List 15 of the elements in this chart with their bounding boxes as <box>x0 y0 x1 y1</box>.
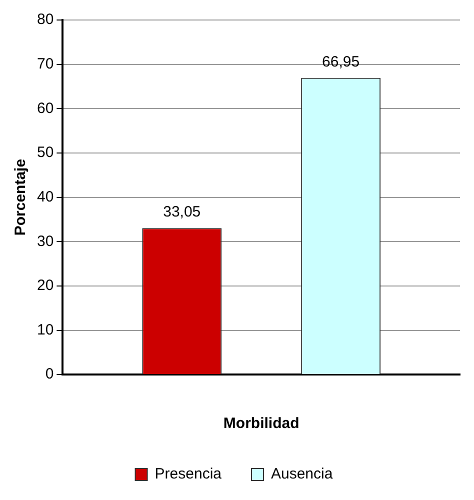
y-tick-label: 80 <box>36 11 54 28</box>
y-tick-label: 40 <box>36 188 54 206</box>
y-tick-label: 70 <box>36 55 54 72</box>
y-tick-label: 30 <box>36 232 54 250</box>
y-tick-label: 50 <box>36 144 54 162</box>
data-label: 33,05 <box>163 204 201 221</box>
y-tick-label: 60 <box>36 100 54 117</box>
y-axis-title: Porcentaje <box>12 158 30 236</box>
y-tick-label: 20 <box>36 277 54 294</box>
legend-label: Ausencia <box>271 466 334 483</box>
x-axis-title: Morbilidad <box>223 415 300 432</box>
data-label: 66,95 <box>322 53 360 70</box>
y-tick-label: 10 <box>36 321 54 338</box>
legend-label: Presencia <box>154 466 222 483</box>
y-tick-label: 0 <box>45 366 54 383</box>
